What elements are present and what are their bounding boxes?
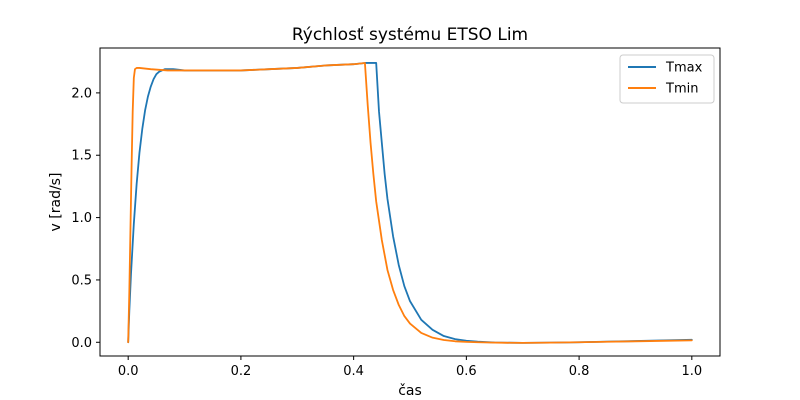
x-tick-label: 1.0 bbox=[681, 364, 702, 379]
x-tick-label: 0.8 bbox=[569, 364, 590, 379]
plot-area: 0.0 0.2 0.4 0.6 0.8 1.0 0.0 0.5 1.0 1.5 2.0 bbox=[71, 47, 721, 379]
legend-label-tmax: Tmax bbox=[665, 61, 703, 76]
x-axis-label: čas bbox=[398, 383, 422, 399]
plot-frame bbox=[99, 47, 721, 357]
y-tick-label: 2.0 bbox=[71, 86, 92, 101]
x-tick-label: 0.4 bbox=[343, 364, 364, 379]
legend: Tmax Tmin bbox=[619, 54, 715, 104]
x-axis-ticks: 0.0 0.2 0.4 0.6 0.8 1.0 bbox=[118, 356, 702, 379]
y-tick-label: 1.5 bbox=[71, 149, 92, 164]
y-tick-label: 1.0 bbox=[71, 211, 92, 226]
y-tick-label: 0.0 bbox=[71, 336, 92, 351]
chart-title: Rýchlosť systému ETSO Lim bbox=[292, 25, 528, 45]
series-lines bbox=[127, 62, 693, 344]
x-tick-label: 0.2 bbox=[231, 364, 252, 379]
legend-label-tmin: Tmin bbox=[665, 82, 698, 97]
plot-background bbox=[100, 48, 720, 356]
y-tick-label: 0.5 bbox=[71, 273, 92, 288]
series-line-tmin bbox=[127, 62, 693, 344]
y-axis-label: v [rad/s] bbox=[48, 173, 64, 232]
x-tick-label: 0.6 bbox=[456, 364, 477, 379]
x-tick-label: 0.0 bbox=[118, 364, 139, 379]
y-axis-ticks: 0.0 0.5 1.0 1.5 2.0 bbox=[71, 86, 100, 351]
